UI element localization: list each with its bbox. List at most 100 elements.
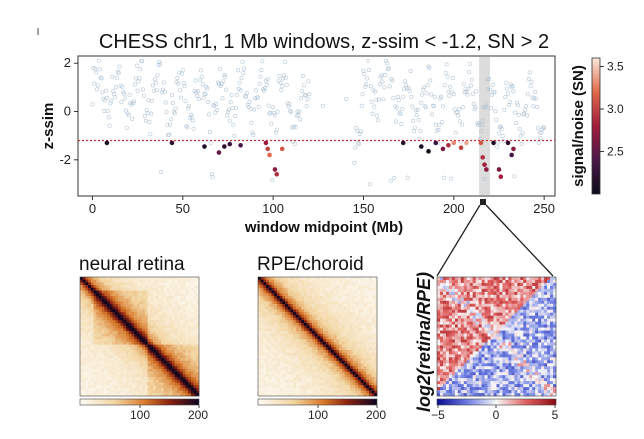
retina-cell bbox=[196, 309, 200, 313]
retina-cell bbox=[123, 366, 127, 370]
rpe-cell bbox=[303, 325, 307, 329]
retina-cell bbox=[115, 352, 119, 356]
retina-cell bbox=[93, 331, 97, 335]
retina-cell bbox=[115, 290, 119, 294]
ratio-cell bbox=[514, 282, 518, 287]
retina-cell bbox=[123, 344, 127, 348]
retina-cell bbox=[120, 341, 124, 345]
ratio-cell bbox=[532, 291, 536, 296]
rpe-cell bbox=[341, 355, 345, 359]
ratio-cell bbox=[538, 312, 542, 316]
rpe-cell bbox=[271, 358, 275, 362]
ratio-cell bbox=[532, 309, 536, 313]
retina-cell bbox=[193, 279, 197, 283]
background-point bbox=[304, 104, 309, 109]
retina-cell bbox=[80, 309, 83, 313]
rpe-cell bbox=[266, 371, 270, 375]
retina-cell bbox=[104, 322, 108, 326]
retina-cell bbox=[190, 336, 194, 340]
retina-cell bbox=[171, 336, 175, 340]
retina-cell bbox=[117, 295, 121, 299]
background-point bbox=[526, 76, 531, 81]
rpe-cell bbox=[266, 290, 270, 294]
retina-cell bbox=[188, 358, 192, 362]
retina-cell bbox=[188, 339, 192, 343]
rpe-cell bbox=[301, 352, 305, 356]
rpe-cell bbox=[268, 277, 272, 280]
rpe-cell bbox=[368, 374, 372, 378]
retina-cell bbox=[120, 390, 124, 394]
rpe-cell bbox=[360, 368, 364, 372]
rpe-cell bbox=[309, 333, 313, 337]
rpe-cell bbox=[322, 360, 326, 364]
rpe-cell bbox=[336, 290, 340, 294]
retina-cell bbox=[101, 328, 105, 332]
rpe-cell bbox=[287, 295, 291, 299]
ratio-cell bbox=[502, 285, 506, 290]
retina-cell bbox=[107, 371, 111, 375]
rpe-cell bbox=[374, 341, 378, 345]
rpe-cell bbox=[306, 366, 310, 370]
retina-cell bbox=[107, 344, 111, 348]
retina-cell bbox=[150, 301, 154, 305]
ratio-cell bbox=[475, 306, 479, 311]
retina-cell bbox=[80, 341, 83, 345]
ratio-cell bbox=[544, 309, 548, 313]
retina-cell bbox=[136, 344, 140, 348]
rpe-cell bbox=[331, 352, 335, 356]
retina-cell bbox=[120, 366, 124, 370]
rpe-cell bbox=[366, 350, 370, 354]
retina-cell bbox=[90, 293, 94, 297]
ratio-cell bbox=[544, 288, 548, 293]
rpe-cell bbox=[349, 387, 353, 391]
retina-cell bbox=[117, 317, 121, 321]
retina-cell bbox=[96, 277, 100, 280]
retina-cell bbox=[193, 379, 197, 383]
rpe-cell bbox=[271, 350, 275, 354]
retina-cell bbox=[185, 314, 189, 318]
retina-cell bbox=[147, 301, 151, 305]
rpe-cell bbox=[282, 387, 286, 391]
retina-cell bbox=[125, 350, 129, 354]
rpe-cell bbox=[287, 385, 291, 389]
retina-cell bbox=[185, 333, 189, 337]
ratio-cell bbox=[457, 312, 462, 316]
rpe-cell bbox=[290, 336, 294, 340]
ratio-cell bbox=[490, 300, 494, 305]
retina-cell bbox=[171, 279, 175, 283]
retina-cell bbox=[166, 385, 170, 389]
rpe-cell bbox=[363, 333, 367, 337]
retina-cell bbox=[85, 320, 89, 324]
retina-cell bbox=[163, 382, 167, 386]
retina-cell bbox=[158, 298, 162, 302]
retina-cell bbox=[131, 320, 135, 324]
ratio-cell bbox=[547, 291, 551, 296]
rpe-cell bbox=[301, 379, 305, 383]
ratio-cell bbox=[445, 300, 450, 305]
retina-cell bbox=[182, 393, 186, 397]
ratio-cell bbox=[502, 288, 506, 293]
retina-cell bbox=[142, 277, 146, 280]
ratio-cell bbox=[445, 294, 450, 299]
rpe-cell bbox=[355, 366, 359, 370]
rpe-cell bbox=[344, 393, 348, 397]
rpe-cell bbox=[309, 344, 313, 348]
rpe-cell bbox=[322, 344, 326, 348]
retina-cell bbox=[117, 304, 121, 308]
rpe-cell bbox=[333, 322, 337, 326]
retina-cell bbox=[158, 279, 162, 283]
rpe-cell bbox=[260, 366, 264, 370]
retina-cell bbox=[158, 328, 162, 332]
rpe-cell bbox=[325, 344, 329, 348]
retina-cell bbox=[82, 390, 86, 394]
background-point bbox=[200, 82, 205, 87]
rpe-cell bbox=[279, 344, 283, 348]
background-point bbox=[97, 67, 102, 72]
rpe-cell bbox=[371, 293, 375, 297]
background-point bbox=[234, 106, 239, 111]
rpe-cell bbox=[266, 382, 270, 386]
background-point bbox=[235, 68, 240, 73]
retina-cell bbox=[144, 277, 148, 280]
retina-cell bbox=[96, 333, 100, 337]
ratio-cell bbox=[544, 306, 548, 311]
